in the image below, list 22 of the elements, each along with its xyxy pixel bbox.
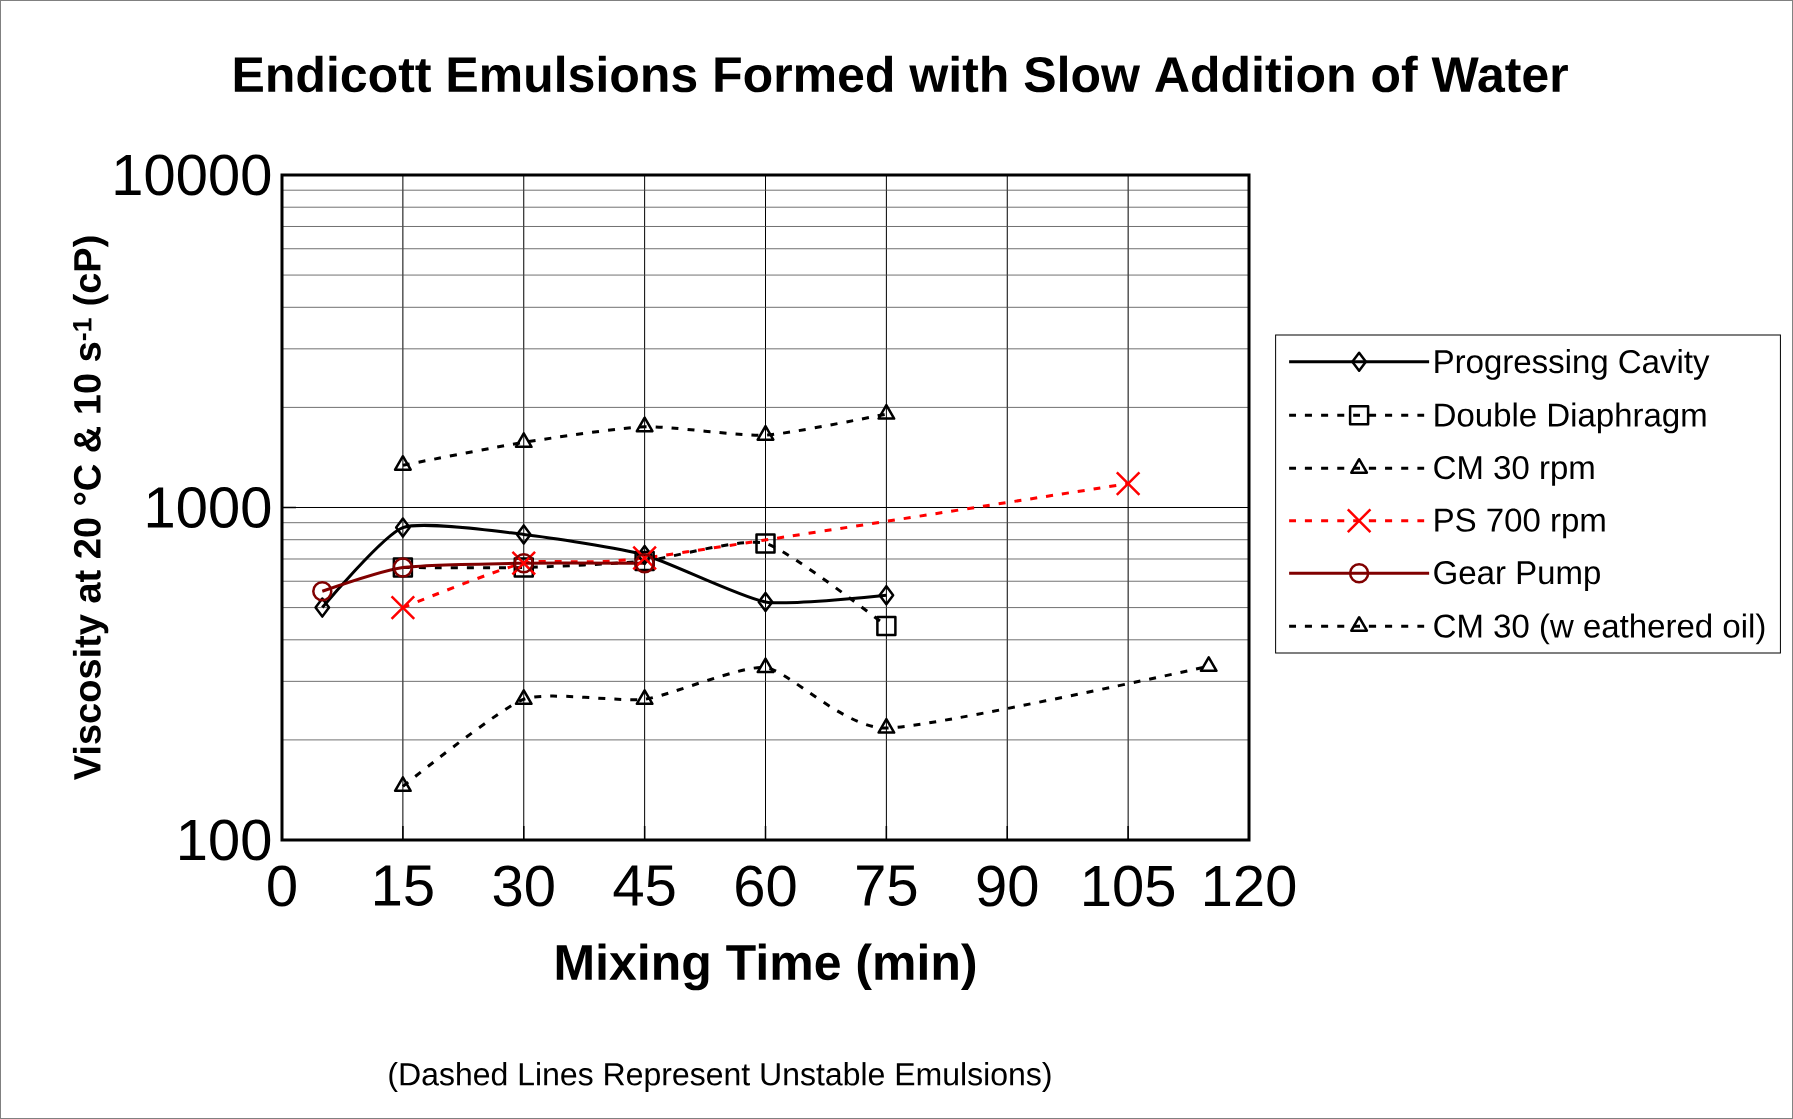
x-tick-label: 60 (736, 865, 796, 907)
legend-label: CM 30 rpm (1434, 455, 1594, 486)
x-tick-label: 120 (1205, 865, 1296, 907)
x-tick-label: 30 (493, 865, 554, 907)
x-tick-label: 15 (375, 865, 433, 906)
y-axis-title: Viscosity at 20 °C & 10 s$^{-1}$ (cP) (72, 236, 109, 780)
legend-label: Gear Pump (1434, 561, 1600, 591)
y-tick-label: 100 (180, 819, 271, 861)
x-tick-label: 0 (268, 865, 296, 907)
text: (Dashed Lines Represent Unstable Emulsions) (389, 1062, 1051, 1092)
legend-label: Double Diaphragm (1435, 402, 1706, 434)
y-tick-label: 1000 (147, 486, 271, 529)
x-tick-label: 105 (1084, 865, 1175, 907)
x-tick-label: 45 (613, 865, 675, 906)
chart-title: Endicott Emulsions Formed with Slow Addition of Water (234, 55, 1568, 93)
legend-label: CM 30 (w eathered oil) (1434, 613, 1765, 645)
legend-label: Progressing Cavity (1435, 349, 1710, 380)
x-tick-label: 90 (977, 865, 1038, 907)
y-tick-label: 10000 (115, 154, 271, 196)
legend-label: PS 700 rpm (1435, 508, 1605, 539)
x-tick-label: 75 (857, 865, 917, 906)
x-axis-title: Mixing Time (min) (556, 943, 976, 991)
